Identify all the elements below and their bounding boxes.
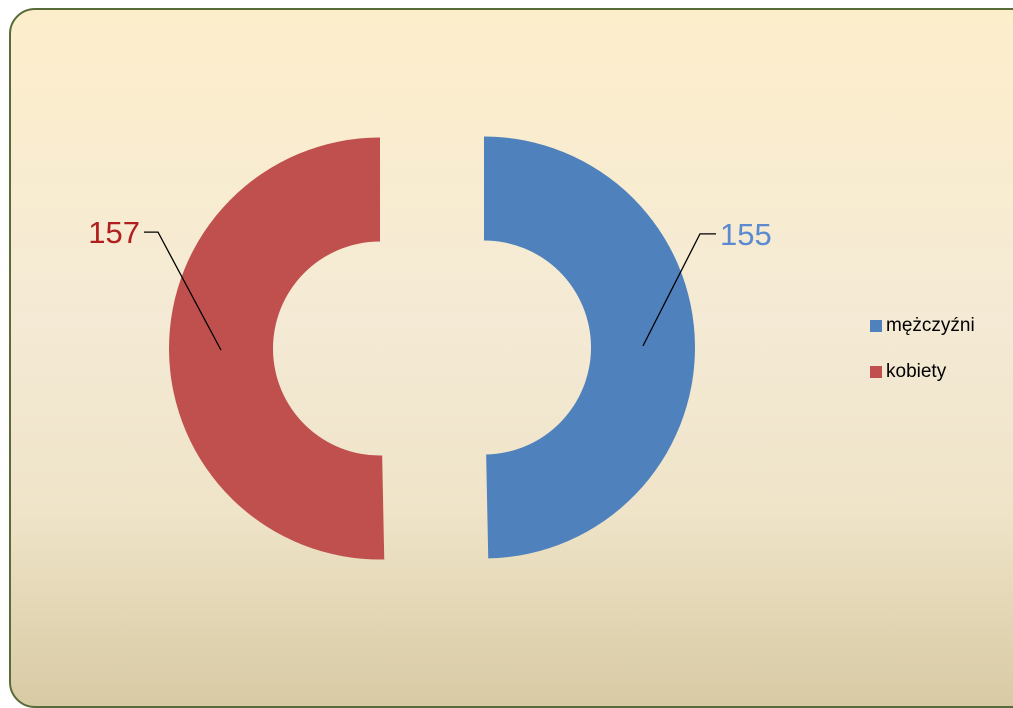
data-label-men: 155 bbox=[720, 217, 772, 252]
doughnut-chart: 155 157 bbox=[88, 136, 772, 560]
data-labels-layer: 155 157 bbox=[88, 215, 771, 252]
legend: mężczyźni kobiety bbox=[870, 314, 975, 406]
leader-lines-layer bbox=[144, 231, 716, 351]
legend-swatch-men bbox=[870, 320, 882, 332]
legend-swatch-women bbox=[870, 366, 882, 378]
leader-line-women bbox=[144, 231, 222, 351]
legend-item-women: kobiety bbox=[870, 360, 975, 384]
leader-line-men bbox=[642, 233, 716, 347]
slice-women bbox=[169, 137, 385, 560]
legend-label-women: kobiety bbox=[886, 361, 947, 382]
data-label-women: 157 bbox=[88, 215, 140, 250]
legend-label-men: mężczyźni bbox=[886, 315, 975, 336]
slices-layer bbox=[169, 136, 695, 560]
legend-item-men: mężczyźni bbox=[870, 314, 975, 338]
slice-men bbox=[483, 136, 695, 559]
